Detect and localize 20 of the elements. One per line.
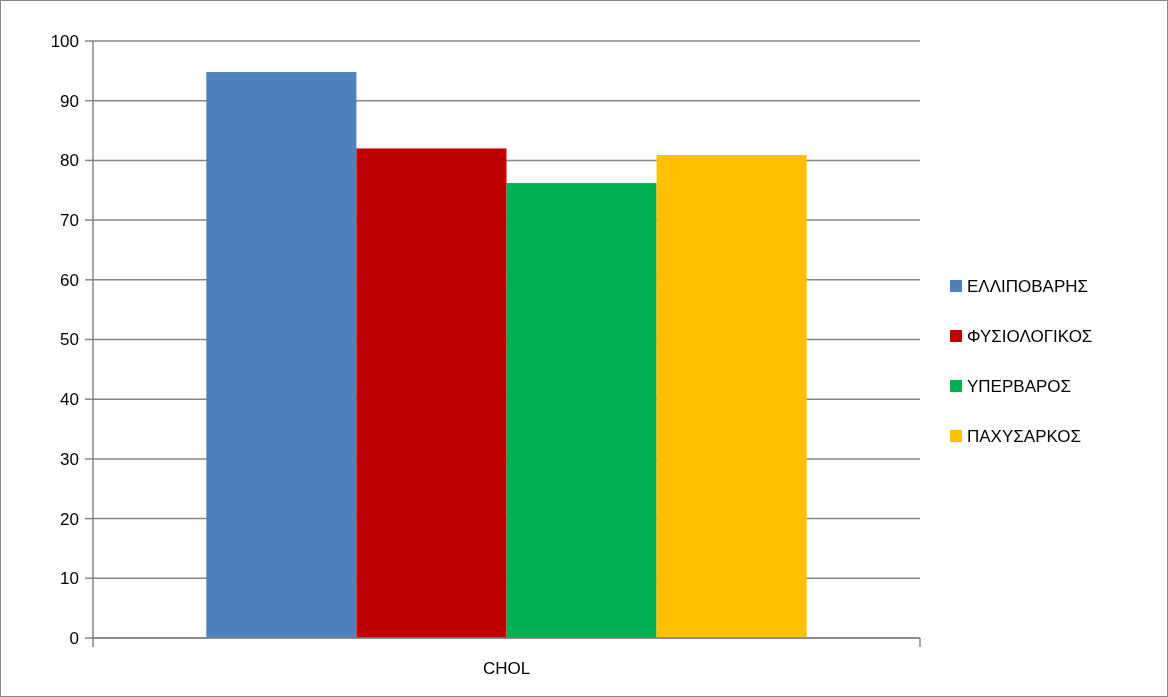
y-tick-label: 40 <box>60 390 79 410</box>
bar <box>656 155 807 638</box>
y-tick-label: 10 <box>60 569 79 589</box>
x-tick-label: CHOL <box>482 659 531 678</box>
y-tick-label: 80 <box>60 151 79 171</box>
legend-label: ΦΥΣΙΟΛΟΓΙΚΟΣ <box>967 326 1093 346</box>
legend-label: ΥΠΕΡΒΑΡΟΣ <box>967 376 1072 396</box>
y-tick-label: 90 <box>60 91 79 111</box>
y-tick-label: 30 <box>60 449 79 469</box>
y-tick-label: 60 <box>60 270 79 290</box>
bar <box>356 148 507 638</box>
y-tick-label: 20 <box>60 509 79 529</box>
y-tick-label: 100 <box>50 31 79 51</box>
bar <box>206 72 357 638</box>
bar <box>506 183 657 638</box>
legend-label: ΕΛΛΙΠΟΒΑΡΗΣ <box>967 276 1089 296</box>
y-tick-label: 0 <box>69 628 79 648</box>
legend-label: ΠΑΧΥΣΑΡΚΟΣ <box>967 426 1082 446</box>
y-tick-label: 50 <box>60 330 79 350</box>
y-tick-label: 70 <box>60 211 79 231</box>
